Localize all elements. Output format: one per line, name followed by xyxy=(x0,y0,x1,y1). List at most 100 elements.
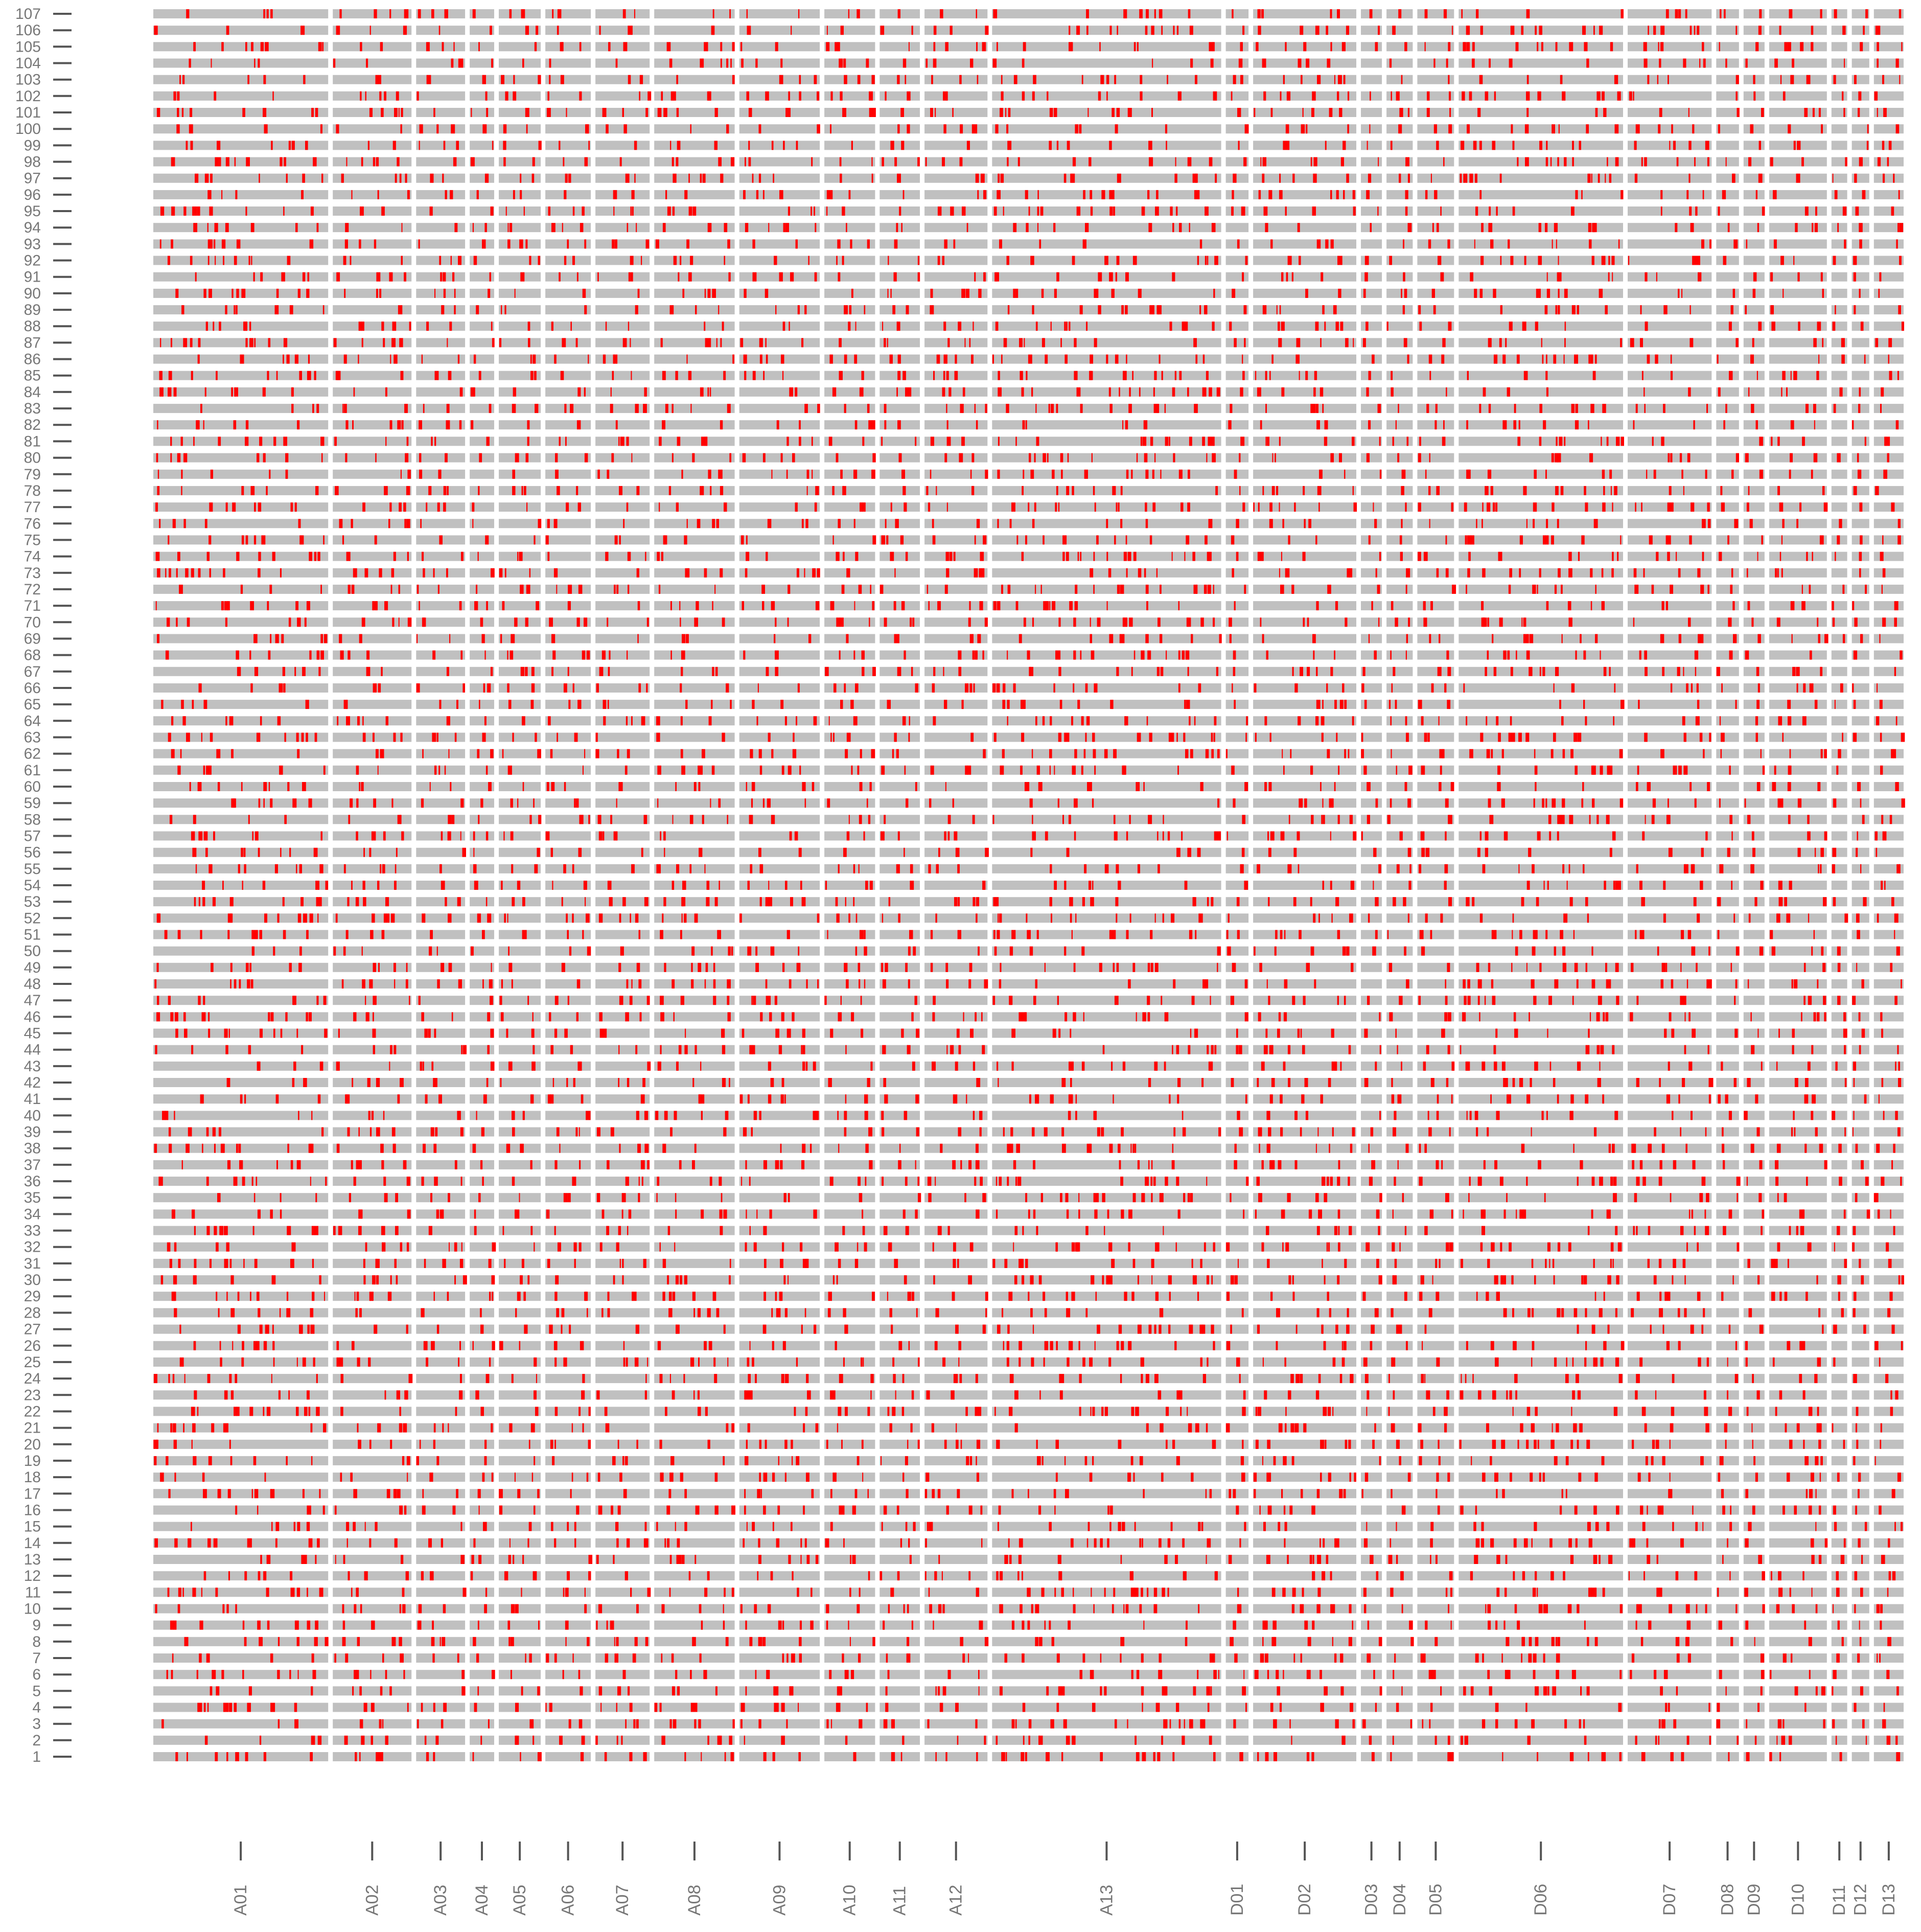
heatmap-marker xyxy=(1895,1736,1897,1745)
heatmap-segment-row-45-D09 xyxy=(1744,1029,1765,1038)
heatmap-marker xyxy=(1550,1440,1555,1449)
heatmap-marker xyxy=(303,1358,306,1367)
heatmap-marker xyxy=(1321,1094,1323,1103)
heatmap-marker xyxy=(1153,1177,1156,1186)
heatmap-marker xyxy=(1367,996,1370,1005)
heatmap-marker xyxy=(400,1604,401,1614)
heatmap-marker xyxy=(1072,1243,1075,1252)
heatmap-marker xyxy=(1234,1275,1238,1284)
heatmap-marker xyxy=(796,1358,798,1367)
heatmap-segment-row-44-D04 xyxy=(1386,1045,1413,1054)
heatmap-marker xyxy=(796,1456,799,1465)
heatmap-marker xyxy=(1435,1259,1437,1268)
heatmap-marker xyxy=(1156,1703,1160,1712)
heatmap-marker xyxy=(1334,1226,1337,1235)
heatmap-segment-row-47-D01 xyxy=(1226,996,1249,1005)
heatmap-marker xyxy=(208,1029,210,1038)
heatmap-marker xyxy=(1399,1456,1401,1465)
heatmap-marker xyxy=(1503,1621,1505,1630)
heatmap-segment-row-15-A05 xyxy=(499,1522,541,1531)
heatmap-marker xyxy=(906,1226,909,1235)
heatmap-segment-row-32-A08 xyxy=(654,1243,734,1252)
heatmap-marker xyxy=(859,1193,863,1202)
heatmap-marker xyxy=(794,1407,796,1416)
heatmap-marker xyxy=(1592,1325,1595,1334)
heatmap-marker xyxy=(1352,1621,1353,1630)
heatmap-segment-row-9-D06 xyxy=(1459,1621,1623,1630)
heatmap-marker xyxy=(1121,1341,1124,1350)
heatmap-marker xyxy=(1694,1226,1696,1235)
heatmap-marker xyxy=(852,1555,856,1564)
heatmap-marker xyxy=(1110,1506,1113,1515)
heatmap-marker xyxy=(1012,1489,1014,1498)
heatmap-marker xyxy=(1752,1440,1753,1449)
heatmap-marker xyxy=(553,1078,554,1087)
heatmap-marker xyxy=(360,1209,363,1218)
heatmap-segment-row-15-A03 xyxy=(416,1522,465,1531)
heatmap-marker xyxy=(707,1571,710,1580)
heatmap-marker xyxy=(1755,1473,1758,1482)
heatmap-marker xyxy=(207,1374,211,1383)
heatmap-marker xyxy=(1820,1473,1821,1482)
heatmap-marker xyxy=(936,1308,939,1317)
heatmap-marker xyxy=(1487,1128,1489,1137)
heatmap-marker xyxy=(674,1243,675,1252)
heatmap-marker xyxy=(1708,1193,1709,1202)
heatmap-marker xyxy=(1061,1686,1065,1695)
heatmap-marker xyxy=(1487,1604,1491,1614)
heatmap-marker xyxy=(669,1719,672,1729)
heatmap-segment-row-36-A05 xyxy=(499,1177,541,1186)
heatmap-segment-row-30-D12 xyxy=(1852,1275,1869,1284)
heatmap-marker xyxy=(1556,1653,1560,1663)
heatmap-marker xyxy=(1131,1670,1133,1679)
heatmap-marker xyxy=(1258,1407,1261,1416)
heatmap-marker xyxy=(1141,1358,1144,1367)
heatmap-marker xyxy=(1880,1012,1882,1021)
heatmap-segment-row-46-D13 xyxy=(1874,1012,1904,1021)
heatmap-marker xyxy=(379,1719,382,1729)
y-tick-label: 75 xyxy=(24,532,41,548)
heatmap-marker xyxy=(1531,1128,1532,1137)
heatmap-marker xyxy=(705,979,706,988)
heatmap-marker xyxy=(1163,1719,1165,1729)
heatmap-marker xyxy=(1267,1670,1269,1679)
heatmap-marker xyxy=(1603,1012,1605,1021)
heatmap-marker xyxy=(1064,1012,1067,1021)
heatmap-marker xyxy=(1861,1555,1863,1564)
heatmap-marker xyxy=(701,1209,704,1218)
heatmap-marker xyxy=(1198,1522,1200,1531)
heatmap-marker xyxy=(1145,1177,1149,1186)
heatmap-segment-row-3-A02 xyxy=(333,1719,411,1729)
heatmap-marker xyxy=(1106,1275,1109,1284)
heatmap-segment-row-29-D13 xyxy=(1874,1292,1904,1301)
heatmap-marker xyxy=(684,1045,687,1054)
heatmap-segment-row-1-A09 xyxy=(739,1752,820,1761)
heatmap-segment-row-45-A02 xyxy=(333,1029,411,1038)
heatmap-marker xyxy=(304,1407,308,1416)
heatmap-marker xyxy=(1592,979,1595,988)
heatmap-marker xyxy=(1402,1506,1406,1515)
heatmap-marker xyxy=(1815,1522,1816,1531)
heatmap-segment-row-3-A03 xyxy=(416,1719,465,1729)
heatmap-marker xyxy=(913,1522,916,1531)
heatmap-segment-row-11-A03 xyxy=(416,1588,465,1597)
heatmap-marker xyxy=(1444,1423,1447,1433)
heatmap-marker xyxy=(1794,1128,1796,1137)
heatmap-marker xyxy=(263,1571,266,1580)
heatmap-marker xyxy=(1816,1604,1818,1614)
heatmap-segment-row-11-D08 xyxy=(1716,1588,1739,1597)
heatmap-marker xyxy=(1397,1045,1398,1054)
y-tick-label: 33 xyxy=(24,1223,41,1239)
heatmap-marker xyxy=(357,1292,359,1301)
heatmap-segment-row-46-D03 xyxy=(1361,1012,1382,1021)
heatmap-segment-row-40-A11 xyxy=(880,1111,920,1120)
heatmap-marker xyxy=(242,1670,244,1679)
heatmap-marker xyxy=(1049,1621,1051,1630)
heatmap-marker xyxy=(835,1341,837,1350)
heatmap-marker xyxy=(432,1621,434,1630)
heatmap-marker xyxy=(1324,1686,1328,1695)
heatmap-segment-row-16-D12 xyxy=(1852,1506,1869,1515)
heatmap-segment-row-21-A08 xyxy=(654,1423,734,1433)
heatmap-marker xyxy=(1594,1473,1598,1482)
heatmap-marker xyxy=(584,1604,587,1614)
